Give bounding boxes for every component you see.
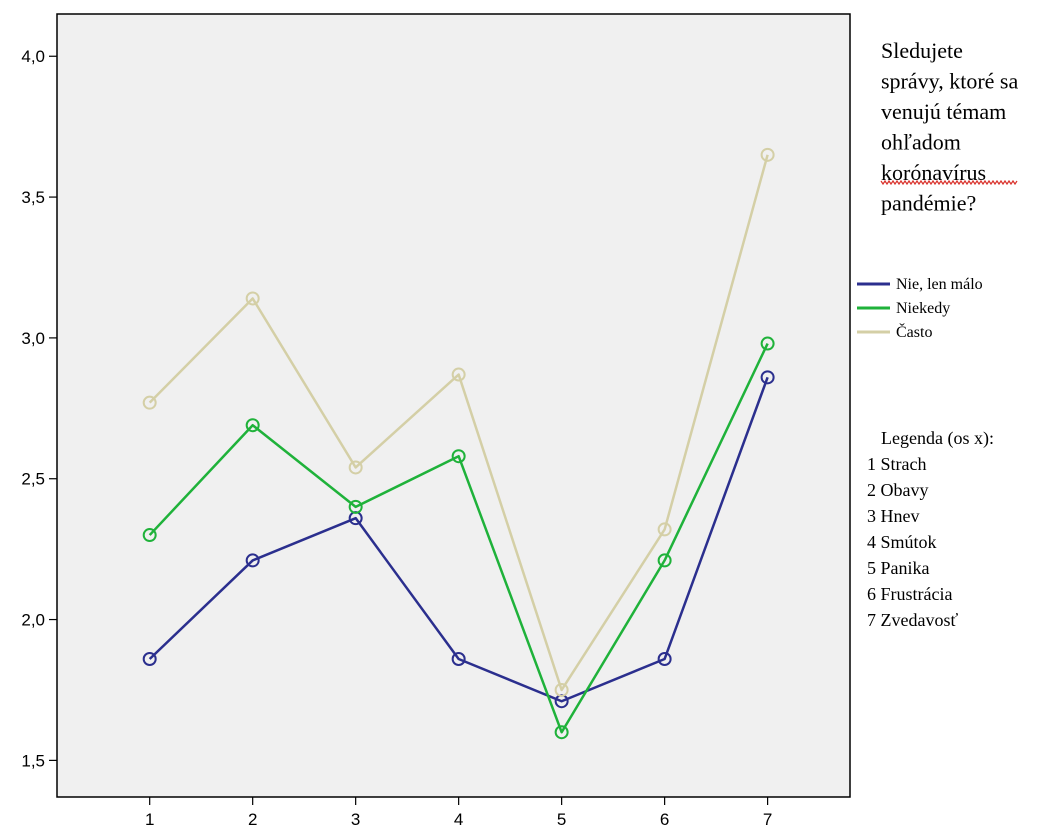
x-legend-item: 6 Frustrácia [867,584,952,604]
x-tick-label: 2 [248,810,257,829]
x-tick-label: 4 [454,810,463,829]
series-3 [142,147,775,697]
legend-label: Niekedy [896,300,950,317]
legend-title-line: venujú témam [881,99,1006,124]
data-point [245,418,260,433]
data-point [451,367,466,382]
axes: 1,5 2,0 2,5 3,0 3,5 4,0 1 2 3 4 5 6 7 [21,47,772,829]
y-tick-label: 1,5 [21,751,45,770]
data-point [657,651,672,666]
data-point [760,147,775,162]
x-tick-label: 6 [660,810,669,829]
x-tick-label: 3 [351,810,360,829]
data-point [245,291,260,306]
legend-label: Často [896,322,932,341]
legend-label: Nie, len málo [896,276,983,293]
x-tick-label: 5 [557,810,566,829]
x-legend-item: 4 Smútok [867,532,937,552]
x-axis-legend: Legenda (os x): 1 Strach 2 Obavy 3 Hnev 4 Sm… [867,428,994,630]
x-legend-item: 2 Obavy [867,480,929,500]
y-tick-label: 2,0 [21,611,45,630]
legend-title-line: pandémie? [881,191,976,216]
x-legend-title: Legenda (os x): [881,428,994,449]
y-tick-label: 4,0 [21,47,45,66]
legend: Nie, len málo Niekedy Často [857,276,983,341]
y-tick-label: 2,5 [21,470,45,489]
data-point [142,395,157,410]
data-point [451,651,466,666]
x-tick-label: 1 [145,810,154,829]
series-line [148,376,769,703]
plot-area [56,13,851,798]
series-layer [142,147,775,740]
legend-title-line: Sledujete [881,38,963,63]
series-line [148,154,769,692]
legend-title: Sledujete správy, ktoré sa venujú témam ohľ… [880,38,1018,216]
data-point [760,336,775,351]
legend-title-line: ohľadom [881,130,961,155]
data-point [245,553,260,568]
data-point [451,449,466,464]
data-point [142,651,157,666]
series-line [148,342,769,734]
x-legend-item: 7 Zvedavosť [867,610,958,630]
data-point [142,528,157,543]
spellcheck-underline [880,179,1018,186]
x-tick-label: 7 [763,810,772,829]
series-2 [142,336,775,740]
data-point [657,522,672,537]
x-legend-item: 3 Hnev [867,506,920,526]
y-tick-label: 3,0 [21,329,45,348]
legend-title-line: správy, ktoré sa [881,69,1018,94]
y-tick-label: 3,5 [21,188,45,207]
data-point [554,725,569,740]
x-legend-item: 1 Strach [867,454,926,474]
data-point [348,499,363,514]
data-point [348,460,363,475]
data-point [760,370,775,385]
x-legend-item: 5 Panika [867,558,930,578]
data-point [657,553,672,568]
data-point [554,682,569,697]
